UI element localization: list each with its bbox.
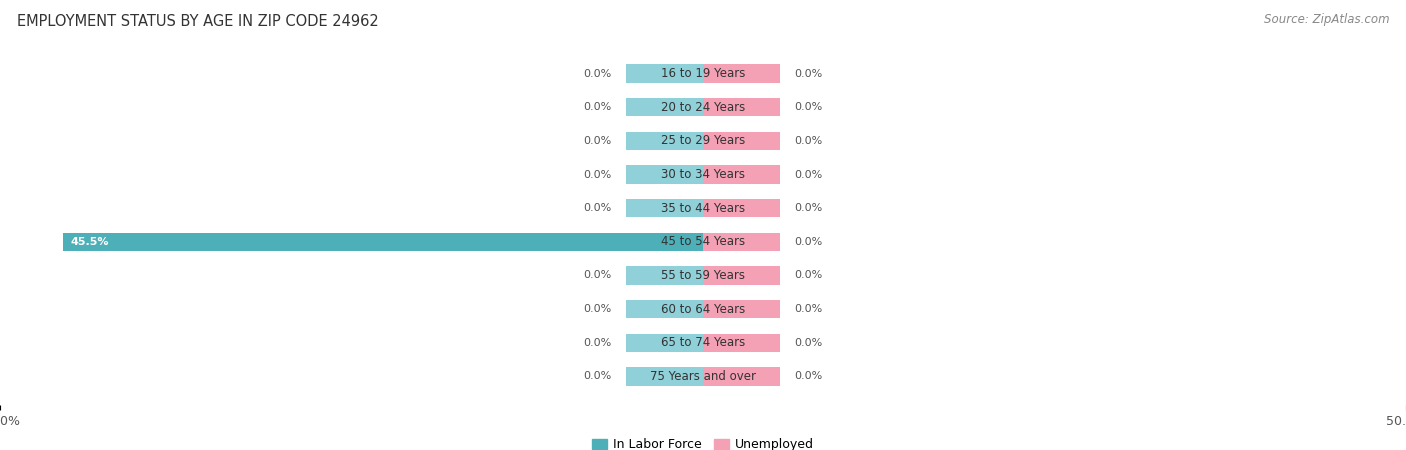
Text: 55 to 59 Years: 55 to 59 Years [661,269,745,282]
FancyBboxPatch shape [0,139,1406,213]
FancyBboxPatch shape [0,137,1406,212]
Text: 0.0%: 0.0% [794,136,823,146]
Bar [703,165,780,184]
Text: 0.0%: 0.0% [583,136,612,146]
Text: 0.0%: 0.0% [794,68,823,79]
Text: 30 to 34 Years: 30 to 34 Years [661,168,745,181]
Text: 16 to 19 Years: 16 to 19 Years [661,67,745,80]
Bar [626,333,703,352]
Legend: In Labor Force, Unemployed: In Labor Force, Unemployed [586,433,820,450]
Text: 0.0%: 0.0% [794,270,823,280]
Text: 0.0%: 0.0% [794,203,823,213]
Text: 0.0%: 0.0% [583,170,612,180]
Bar [703,132,780,150]
FancyBboxPatch shape [0,272,1406,346]
Text: 60 to 64 Years: 60 to 64 Years [661,302,745,315]
Text: 0.0%: 0.0% [583,304,612,314]
Bar [626,64,703,83]
FancyBboxPatch shape [0,72,1406,146]
Bar [703,64,780,83]
FancyBboxPatch shape [0,307,1406,382]
Text: Source: ZipAtlas.com: Source: ZipAtlas.com [1264,14,1389,27]
FancyBboxPatch shape [0,171,1406,245]
Bar [626,367,703,386]
Text: 75 Years and over: 75 Years and over [650,370,756,383]
Text: 0.0%: 0.0% [794,304,823,314]
Bar [703,300,780,318]
Text: 45.5%: 45.5% [70,237,108,247]
Text: 0.0%: 0.0% [583,102,612,112]
FancyBboxPatch shape [0,70,1406,144]
Bar [703,199,780,217]
FancyBboxPatch shape [0,274,1406,348]
FancyBboxPatch shape [0,205,1406,279]
Bar [626,199,703,217]
FancyBboxPatch shape [0,238,1406,313]
FancyBboxPatch shape [0,173,1406,247]
Bar [703,367,780,386]
Text: 20 to 24 Years: 20 to 24 Years [661,101,745,114]
Text: 0.0%: 0.0% [794,371,823,382]
Text: 0.0%: 0.0% [583,203,612,213]
FancyBboxPatch shape [0,104,1406,178]
FancyBboxPatch shape [0,339,1406,414]
Bar [626,165,703,184]
Text: 35 to 44 Years: 35 to 44 Years [661,202,745,215]
Text: 0.0%: 0.0% [583,371,612,382]
Text: 0.0%: 0.0% [583,270,612,280]
Text: 65 to 74 Years: 65 to 74 Years [661,336,745,349]
Bar [703,333,780,352]
FancyBboxPatch shape [0,105,1406,180]
Bar [626,132,703,150]
FancyBboxPatch shape [0,306,1406,380]
Bar [703,233,780,251]
FancyBboxPatch shape [0,36,1406,111]
Text: 25 to 29 Years: 25 to 29 Years [661,135,745,148]
Text: 0.0%: 0.0% [794,338,823,348]
FancyBboxPatch shape [0,341,1406,415]
Text: 0.0%: 0.0% [794,102,823,112]
Text: 0.0%: 0.0% [794,170,823,180]
Bar [626,98,703,117]
Bar [703,98,780,117]
Bar [626,266,703,285]
Text: 0.0%: 0.0% [583,68,612,79]
Text: 45 to 54 Years: 45 to 54 Years [661,235,745,248]
Text: 0.0%: 0.0% [583,338,612,348]
FancyBboxPatch shape [0,207,1406,281]
Text: EMPLOYMENT STATUS BY AGE IN ZIP CODE 24962: EMPLOYMENT STATUS BY AGE IN ZIP CODE 249… [17,14,378,28]
FancyBboxPatch shape [0,38,1406,112]
Bar [63,233,703,251]
Text: 0.0%: 0.0% [794,237,823,247]
FancyBboxPatch shape [0,240,1406,315]
Bar [626,300,703,318]
Bar [703,266,780,285]
